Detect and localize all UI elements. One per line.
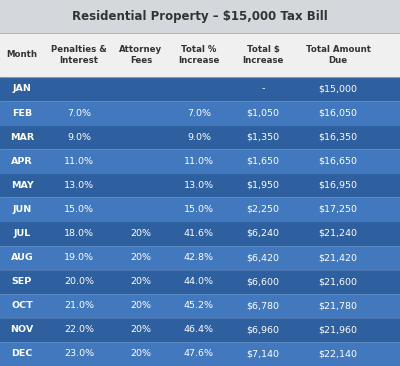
Text: 47.6%: 47.6% xyxy=(184,350,214,358)
Text: 20%: 20% xyxy=(130,277,152,286)
Bar xyxy=(0,197,400,221)
Text: $7,140: $7,140 xyxy=(246,350,280,358)
Text: $16,050: $16,050 xyxy=(318,108,358,117)
Bar xyxy=(0,270,400,294)
Bar xyxy=(0,125,400,149)
Bar xyxy=(0,33,400,77)
Text: AUG: AUG xyxy=(11,253,33,262)
Text: $6,600: $6,600 xyxy=(246,277,280,286)
Text: MAY: MAY xyxy=(11,181,33,190)
Text: $1,650: $1,650 xyxy=(246,157,280,166)
Text: Total %
Increase: Total % Increase xyxy=(178,45,220,65)
Text: 19.0%: 19.0% xyxy=(64,253,94,262)
Bar xyxy=(0,101,400,125)
Text: 42.8%: 42.8% xyxy=(184,253,214,262)
Bar xyxy=(0,77,400,101)
Text: $15,000: $15,000 xyxy=(318,85,358,93)
Text: OCT: OCT xyxy=(11,301,33,310)
Text: $6,240: $6,240 xyxy=(246,229,280,238)
Text: $21,600: $21,600 xyxy=(318,277,358,286)
Text: $21,420: $21,420 xyxy=(318,253,358,262)
Text: 13.0%: 13.0% xyxy=(64,181,94,190)
Text: 11.0%: 11.0% xyxy=(64,157,94,166)
Text: 20%: 20% xyxy=(130,350,152,358)
Bar xyxy=(0,342,400,366)
Text: 20%: 20% xyxy=(130,325,152,335)
Text: 15.0%: 15.0% xyxy=(184,205,214,214)
Text: 20.0%: 20.0% xyxy=(64,277,94,286)
Text: $16,950: $16,950 xyxy=(318,181,358,190)
Text: 45.2%: 45.2% xyxy=(184,301,214,310)
Bar xyxy=(0,173,400,197)
Text: 9.0%: 9.0% xyxy=(187,132,211,142)
Text: DEC: DEC xyxy=(11,350,33,358)
Bar xyxy=(0,149,400,173)
Text: 7.0%: 7.0% xyxy=(187,108,211,117)
Text: $22,140: $22,140 xyxy=(318,350,358,358)
Text: 18.0%: 18.0% xyxy=(64,229,94,238)
Text: 21.0%: 21.0% xyxy=(64,301,94,310)
Text: Total $
Increase: Total $ Increase xyxy=(242,45,284,65)
Text: 20%: 20% xyxy=(130,301,152,310)
Text: $21,780: $21,780 xyxy=(318,301,358,310)
Text: $21,240: $21,240 xyxy=(318,229,358,238)
Text: 41.6%: 41.6% xyxy=(184,229,214,238)
Text: Attorney
Fees: Attorney Fees xyxy=(120,45,162,65)
Text: $1,950: $1,950 xyxy=(246,181,280,190)
Text: 11.0%: 11.0% xyxy=(184,157,214,166)
Text: Penalties &
Interest: Penalties & Interest xyxy=(51,45,107,65)
Text: JUL: JUL xyxy=(13,229,31,238)
Text: 46.4%: 46.4% xyxy=(184,325,214,335)
Text: $21,960: $21,960 xyxy=(318,325,358,335)
Text: APR: APR xyxy=(11,157,33,166)
Text: $16,350: $16,350 xyxy=(318,132,358,142)
Text: SEP: SEP xyxy=(12,277,32,286)
Text: $6,780: $6,780 xyxy=(246,301,280,310)
Text: $16,650: $16,650 xyxy=(318,157,358,166)
Text: 44.0%: 44.0% xyxy=(184,277,214,286)
Text: 7.0%: 7.0% xyxy=(67,108,91,117)
Text: Residential Property – $15,000 Tax Bill: Residential Property – $15,000 Tax Bill xyxy=(72,10,328,23)
Bar xyxy=(0,246,400,270)
Text: FEB: FEB xyxy=(12,108,32,117)
Text: NOV: NOV xyxy=(10,325,34,335)
Text: 23.0%: 23.0% xyxy=(64,350,94,358)
Text: $6,420: $6,420 xyxy=(246,253,280,262)
Text: Month: Month xyxy=(6,51,38,59)
Text: JAN: JAN xyxy=(12,85,32,93)
Bar xyxy=(0,318,400,342)
Text: $6,960: $6,960 xyxy=(246,325,280,335)
Text: $17,250: $17,250 xyxy=(318,205,358,214)
Text: 15.0%: 15.0% xyxy=(64,205,94,214)
Text: 20%: 20% xyxy=(130,253,152,262)
Text: 22.0%: 22.0% xyxy=(64,325,94,335)
Bar xyxy=(0,221,400,246)
Text: Total Amount
Due: Total Amount Due xyxy=(306,45,370,65)
Bar xyxy=(0,294,400,318)
Text: MAR: MAR xyxy=(10,132,34,142)
Text: $1,050: $1,050 xyxy=(246,108,280,117)
Text: 20%: 20% xyxy=(130,229,152,238)
Text: 9.0%: 9.0% xyxy=(67,132,91,142)
Text: 13.0%: 13.0% xyxy=(184,181,214,190)
Text: $1,350: $1,350 xyxy=(246,132,280,142)
Text: JUN: JUN xyxy=(12,205,32,214)
Text: -: - xyxy=(261,85,265,93)
Bar xyxy=(0,0,400,33)
Text: $2,250: $2,250 xyxy=(246,205,280,214)
